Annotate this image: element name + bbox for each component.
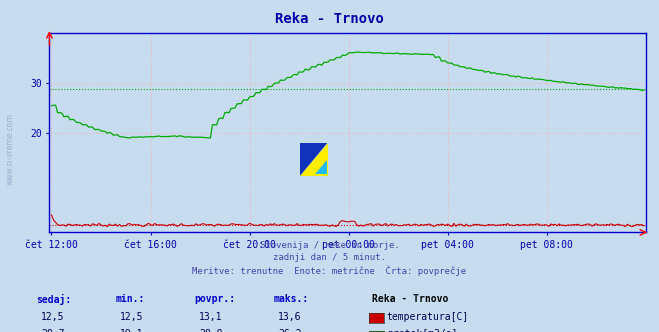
Text: www.si-vreme.com: www.si-vreme.com (5, 114, 14, 185)
Text: 36,2: 36,2 (278, 329, 302, 332)
Text: pretok[m3/s]: pretok[m3/s] (387, 329, 457, 332)
Polygon shape (300, 143, 328, 176)
Text: 12,5: 12,5 (41, 312, 65, 322)
Text: maks.:: maks.: (273, 294, 308, 304)
Text: povpr.:: povpr.: (194, 294, 235, 304)
Text: Reka - Trnovo: Reka - Trnovo (372, 294, 449, 304)
Polygon shape (315, 160, 327, 174)
Text: Meritve: trenutne  Enote: metrične  Črta: povprečje: Meritve: trenutne Enote: metrične Črta: … (192, 266, 467, 277)
Text: zadnji dan / 5 minut.: zadnji dan / 5 minut. (273, 253, 386, 262)
Text: 19,1: 19,1 (120, 329, 144, 332)
Polygon shape (300, 143, 328, 176)
Text: Slovenija / reke in morje.: Slovenija / reke in morje. (260, 241, 399, 250)
Text: 28,8: 28,8 (199, 329, 223, 332)
Text: Reka - Trnovo: Reka - Trnovo (275, 12, 384, 26)
Text: 13,1: 13,1 (199, 312, 223, 322)
Text: sedaj:: sedaj: (36, 294, 71, 305)
Text: 28,7: 28,7 (41, 329, 65, 332)
Text: min.:: min.: (115, 294, 145, 304)
Text: 13,6: 13,6 (278, 312, 302, 322)
Text: 12,5: 12,5 (120, 312, 144, 322)
Text: temperatura[C]: temperatura[C] (387, 312, 469, 322)
